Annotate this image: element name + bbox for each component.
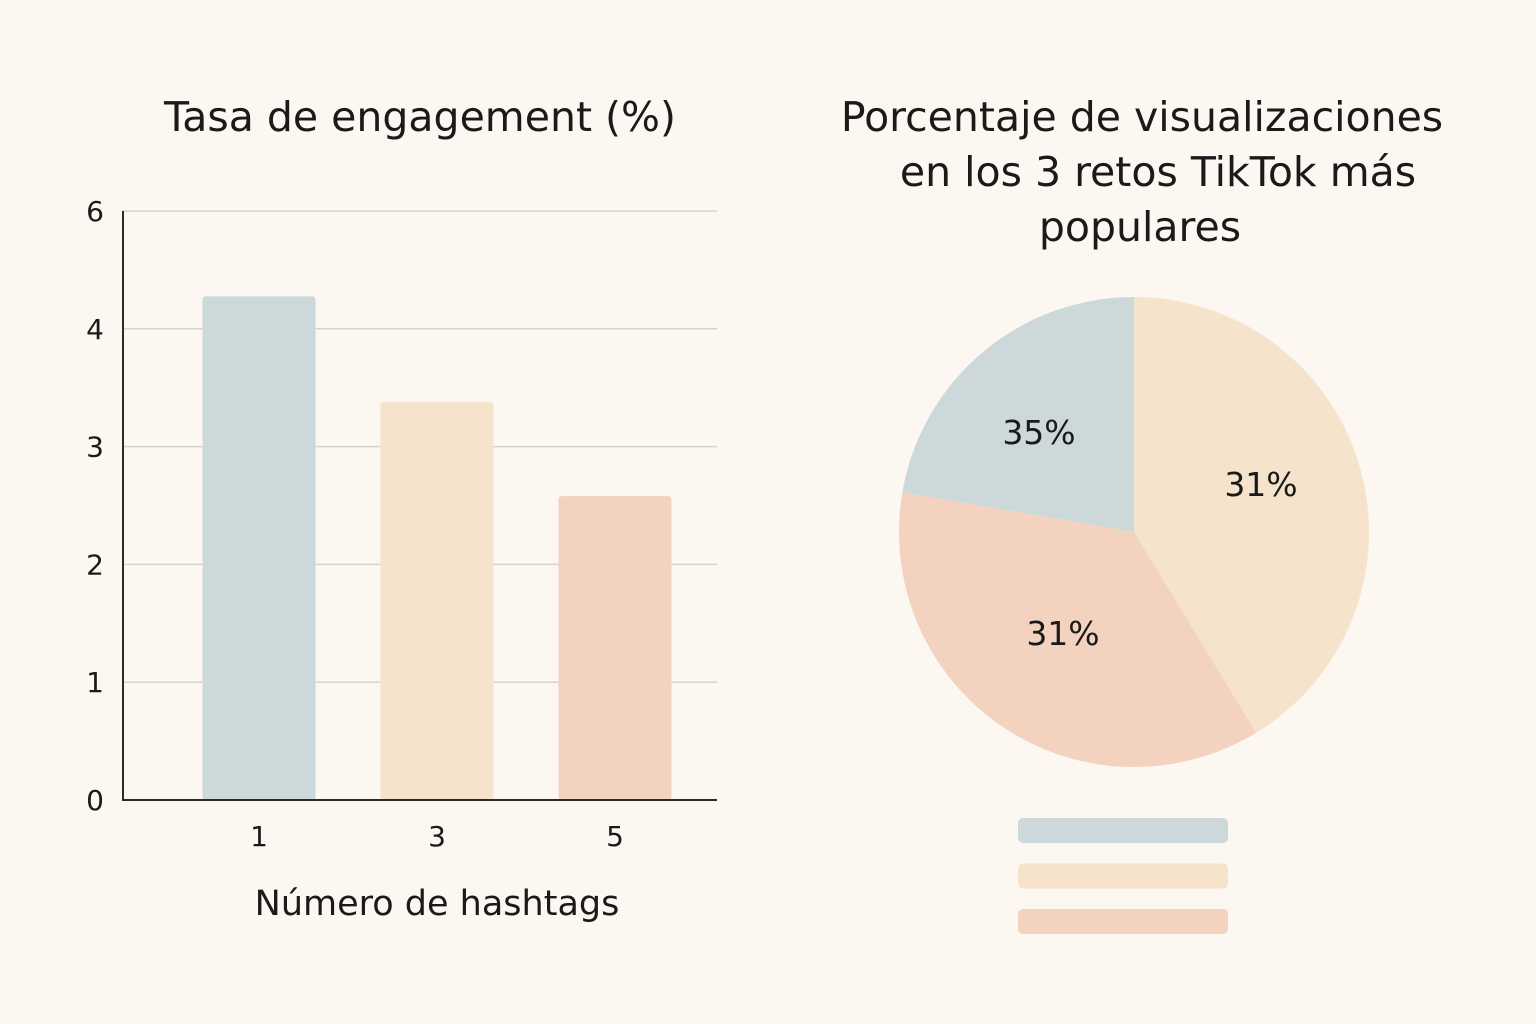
pie-chart-title: Porcentaje de visualizaciones en los 3 r… [841,93,1443,251]
pie-chart-title-line: en los 3 retos TikTok más [900,148,1416,196]
bar-y-tick-label: 1 [86,666,104,699]
bar-x-tick-labels: 1 3 5 [250,820,624,853]
pie-slice-labels: 35% 31% 31% [1002,413,1297,653]
bar-x-tick-label: 5 [606,820,624,853]
bar-5 [558,496,672,800]
bar-chart: Tasa de engagement (%) 0 1 2 3 4 6 1 3 5 Número… [86,93,717,924]
pie-chart-title-line: Porcentaje de visualizaciones [841,93,1443,141]
pie-legend [1018,818,1228,934]
bar-1 [202,296,316,800]
bar-x-tick-label: 1 [250,820,268,853]
pie-legend-swatch [1018,818,1228,843]
bar-x-axis-title: Número de hashtags [255,884,620,924]
bar-y-tick-label: 6 [86,195,104,228]
pie-chart-title-line: populares [1039,203,1241,251]
pie-slices [899,296,1369,768]
pie-slice-label: 31% [1224,465,1297,504]
bar-3 [380,401,494,800]
pie-slice-label: 31% [1026,614,1099,653]
pie-slice [902,296,1134,532]
bar-chart-title: Tasa de engagement (%) [163,93,676,141]
pie-slice-label: 35% [1002,413,1075,452]
pie-slice [1134,297,1369,733]
pie-legend-swatch [1018,863,1228,889]
bar-y-tick-labels: 0 1 2 3 4 6 [86,195,104,817]
pie-chart: Porcentaje de visualizaciones en los 3 r… [841,93,1443,934]
bar-series [202,296,672,800]
bar-y-tick-label: 0 [86,784,104,817]
bar-x-tick-label: 3 [428,820,446,853]
pie-legend-swatch [1018,909,1228,934]
bar-y-tick-label: 2 [86,548,104,581]
bar-y-tick-label: 4 [86,313,104,346]
pie-slice [899,492,1257,768]
bar-y-tick-label: 3 [86,431,104,464]
